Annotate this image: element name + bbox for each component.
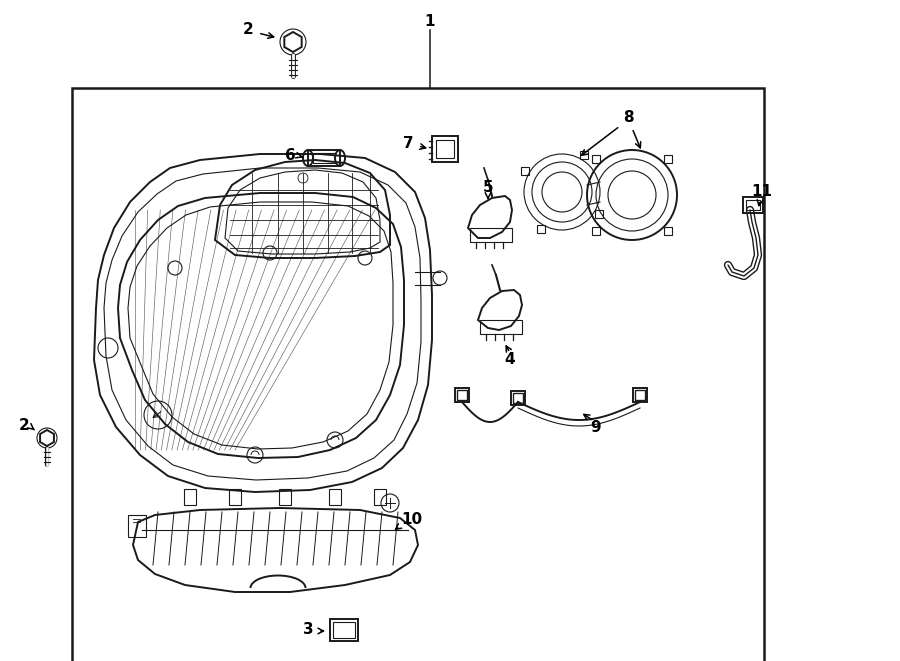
Text: 1: 1 xyxy=(425,15,436,30)
Bar xyxy=(432,136,458,162)
Bar xyxy=(470,228,512,242)
Bar xyxy=(633,388,647,402)
Text: 8: 8 xyxy=(623,110,634,126)
Bar xyxy=(329,489,341,505)
Bar xyxy=(513,393,523,403)
Bar xyxy=(184,489,196,505)
Bar xyxy=(521,167,529,175)
Bar xyxy=(743,197,763,213)
Bar xyxy=(511,391,525,405)
Bar xyxy=(374,489,386,505)
Bar xyxy=(308,150,340,166)
Bar xyxy=(595,210,603,217)
Text: 7: 7 xyxy=(402,136,413,151)
Bar xyxy=(229,489,241,505)
Bar xyxy=(592,227,600,235)
Text: 3: 3 xyxy=(302,623,313,637)
Bar xyxy=(664,155,672,163)
Text: 10: 10 xyxy=(401,512,423,527)
Bar xyxy=(72,88,764,661)
Bar xyxy=(480,320,522,334)
Bar xyxy=(436,140,454,158)
Bar xyxy=(664,227,672,235)
Bar xyxy=(457,390,467,400)
Text: 2: 2 xyxy=(19,418,30,432)
Bar xyxy=(333,622,355,638)
Bar xyxy=(313,153,335,163)
Text: 2: 2 xyxy=(243,22,254,38)
Bar xyxy=(128,515,146,537)
Text: 4: 4 xyxy=(505,352,516,368)
Text: 11: 11 xyxy=(752,184,772,200)
Bar xyxy=(580,151,588,159)
Bar xyxy=(279,489,291,505)
Bar xyxy=(330,619,358,641)
Bar xyxy=(746,200,760,210)
Bar xyxy=(635,390,645,400)
Text: 5: 5 xyxy=(482,180,493,196)
Text: 6: 6 xyxy=(284,147,295,163)
Bar xyxy=(592,155,600,163)
Bar xyxy=(536,225,544,233)
Bar xyxy=(455,388,469,402)
Text: 9: 9 xyxy=(590,420,601,436)
